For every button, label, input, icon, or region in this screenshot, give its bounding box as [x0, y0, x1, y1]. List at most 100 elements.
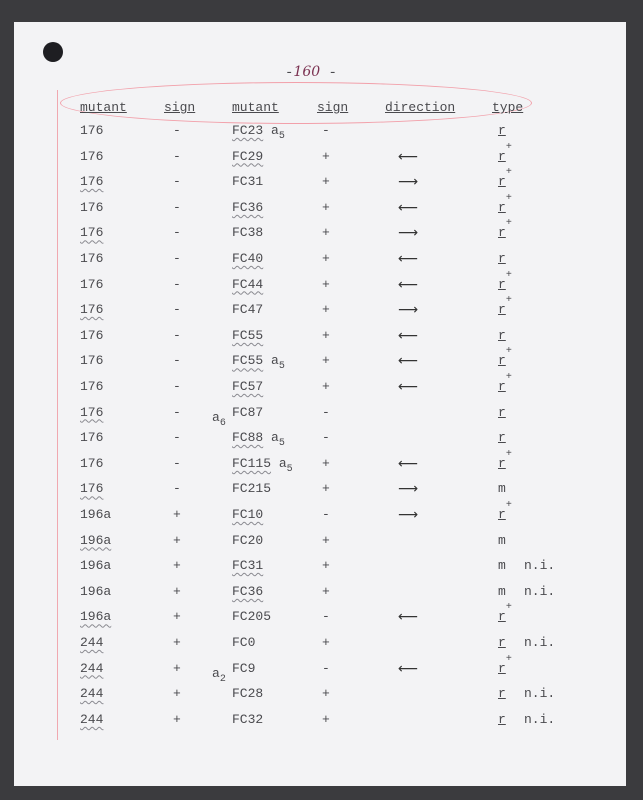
mutant-2: FC10	[232, 507, 263, 522]
direction-arrow-left-icon: ⟵	[398, 455, 418, 472]
type-letter: r	[498, 507, 506, 522]
mutant-1: 176	[80, 481, 104, 497]
mutant-1: 244	[80, 686, 104, 702]
type: r	[498, 430, 506, 445]
mutant-1: 176	[80, 327, 104, 343]
type-letter: r	[498, 635, 506, 650]
prefix-allele: a6	[212, 410, 226, 429]
sign-1: -	[173, 123, 181, 138]
sign-2: +	[322, 481, 330, 497]
suffix-subscript: 5	[286, 463, 293, 475]
sign-1: -	[173, 174, 181, 190]
mutant-1: 176	[80, 404, 104, 420]
mutant-2-id: FC38	[232, 225, 264, 241]
type-letter: m	[498, 558, 506, 574]
mutant-1: 196a	[80, 507, 112, 522]
mutant-2-id: FC31	[232, 174, 264, 190]
mutant-1: 244	[80, 711, 104, 727]
direction-arrow-left-icon: ⟵	[398, 609, 418, 626]
sign-1: -	[173, 379, 181, 394]
mutant-2-id: FC40	[232, 251, 264, 266]
type-letter: r	[498, 148, 506, 164]
mutant-1: 196a	[80, 609, 112, 625]
type-letter: r	[498, 455, 506, 471]
mutant-1: 196a	[80, 532, 112, 548]
mutant-2: FC87	[232, 405, 263, 420]
mutant-2: FC115 a5	[232, 456, 293, 475]
sign-1: -	[173, 404, 181, 420]
type-plus: +	[505, 218, 512, 230]
page-number: -160 -	[285, 64, 337, 81]
sign-2: +	[322, 583, 330, 599]
type-letter: r	[498, 327, 506, 343]
type-plus: +	[505, 653, 512, 665]
mutant-2: FC31	[232, 558, 263, 573]
sign-2: +	[322, 148, 330, 164]
type-letter: r	[498, 379, 506, 394]
type-letter: r	[498, 609, 506, 625]
mutant-2: FC55	[232, 328, 263, 343]
type-letter: r	[498, 686, 506, 702]
table-row: 244 + a2 FC9- ⟵ r +	[0, 654, 643, 685]
type-note: n.i.	[524, 686, 556, 702]
sign-1: -	[173, 251, 181, 266]
mutant-1: 176	[80, 379, 104, 394]
type-plus: +	[505, 500, 512, 511]
table-row: 176- FC57 + ⟵ r +	[0, 372, 643, 403]
sign-1: -	[173, 481, 181, 497]
page-number-prefix: -	[285, 65, 294, 81]
sign-1: -	[173, 455, 181, 471]
mutant-2: FC9	[232, 661, 255, 676]
prefix-subscript: 6	[219, 417, 226, 429]
table-row: 196a + FC20 + m	[0, 533, 643, 557]
mutant-2-id: FC0	[232, 635, 256, 650]
mutant-2-id: FC29	[232, 148, 264, 164]
type-plus: +	[505, 269, 512, 281]
type: r	[498, 405, 506, 420]
type-letter: r	[498, 302, 506, 318]
sign-2: -	[322, 507, 330, 522]
type-letter: r	[498, 199, 506, 215]
sign-2: -	[322, 430, 330, 446]
sign-1: +	[173, 711, 181, 727]
mutant-1: 196a	[80, 583, 112, 599]
type: r	[498, 123, 506, 138]
type-letter: m	[498, 583, 506, 599]
type: r +	[498, 270, 512, 292]
sign-1: -	[173, 225, 181, 241]
mutant-2-id: FC31	[232, 558, 264, 574]
direction-arrow-left-icon: ⟵	[398, 379, 418, 395]
sign-1: -	[173, 430, 181, 446]
mutant-1: 244	[80, 635, 104, 650]
type-note: n.i.	[524, 583, 556, 599]
direction-arrow-right-icon: ⟶	[398, 507, 418, 523]
sign-1: -	[173, 199, 181, 215]
header-mutant: mutant	[80, 100, 127, 115]
header-circle-annotation	[60, 82, 532, 124]
mutant-2: FC29	[232, 149, 263, 164]
sign-1: -	[173, 148, 181, 164]
page-number-suffix: -	[328, 65, 337, 81]
mutant-1: 176	[80, 455, 104, 471]
type: r +	[498, 142, 512, 164]
mutant-2-id: FC47	[232, 302, 264, 318]
table-row: 176 - FC215 + ⟶ m	[0, 481, 643, 505]
direction-arrow-left-icon: ⟵	[398, 148, 418, 165]
type-plus: +	[505, 346, 512, 358]
mutant-2-id: FC36	[232, 199, 264, 215]
table-row: 176 - FC23 a5 - r	[0, 123, 643, 147]
mutant-2-id: FC87	[232, 404, 264, 420]
table-row: 176 - FC88 a5 - r	[0, 430, 643, 454]
type-letter: r	[498, 123, 506, 138]
direction-arrow-left-icon: ⟵	[398, 327, 418, 344]
type: r	[498, 328, 506, 343]
prefix-letter: a	[212, 665, 220, 681]
direction-arrow-right-icon: ⟶	[398, 174, 418, 191]
table-row: 176- FC44 + ⟵ r +	[0, 270, 643, 301]
type: r	[498, 635, 506, 650]
margin-line	[57, 90, 58, 740]
mutant-2: FC20	[232, 533, 263, 548]
suffix-letter: a	[271, 353, 279, 369]
sign-2: +	[322, 455, 330, 471]
mutant-2-id: FC28	[232, 686, 264, 702]
